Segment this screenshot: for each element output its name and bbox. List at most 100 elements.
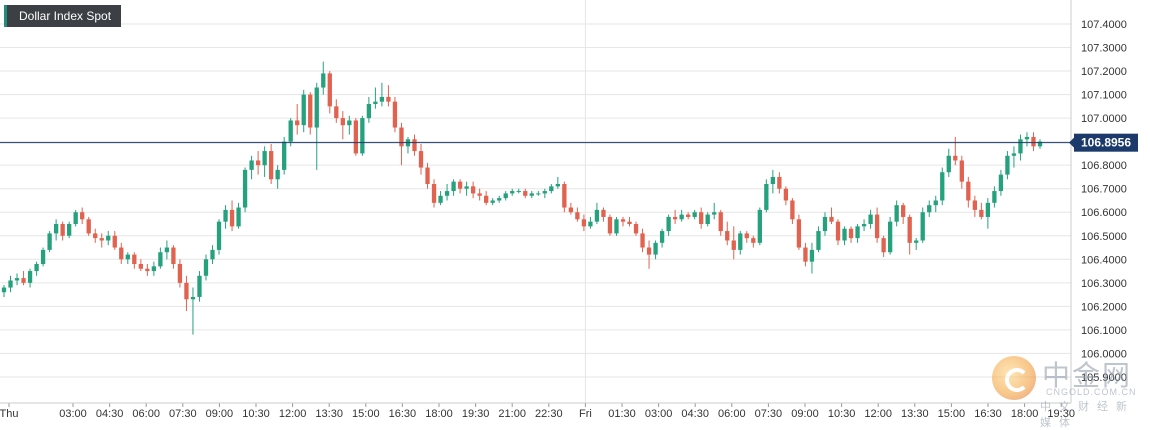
candle-body xyxy=(379,96,385,102)
candle xyxy=(1,285,7,297)
candle-body xyxy=(692,212,697,217)
candle-body xyxy=(920,212,925,241)
candle xyxy=(712,202,717,220)
candle xyxy=(327,71,332,114)
candle xyxy=(718,209,723,236)
candle xyxy=(633,221,639,236)
candle xyxy=(457,179,463,194)
candle xyxy=(940,167,945,206)
candle xyxy=(510,188,515,196)
candle-body xyxy=(21,278,26,283)
candle xyxy=(972,195,977,217)
candle xyxy=(881,235,886,257)
candle-body xyxy=(777,176,782,189)
candle-body xyxy=(242,169,248,208)
candle-body xyxy=(151,266,157,272)
candle-body xyxy=(99,238,104,241)
candle xyxy=(627,216,632,227)
candle xyxy=(470,181,476,199)
candle xyxy=(907,214,912,255)
x-tick-label: 18:00 xyxy=(425,408,453,420)
candle-body xyxy=(229,209,235,227)
candle xyxy=(223,205,228,229)
candle-body xyxy=(138,264,143,269)
candle-body xyxy=(1024,136,1030,140)
candle xyxy=(308,92,313,135)
candle xyxy=(171,245,176,269)
candle xyxy=(67,221,72,239)
candle xyxy=(249,155,254,180)
candle-body xyxy=(594,209,600,222)
candle xyxy=(47,231,52,253)
x-tick-label: 15:00 xyxy=(938,408,966,420)
candle-body xyxy=(933,200,938,206)
candle-body xyxy=(14,278,20,281)
y-tick-label: 105.9000 xyxy=(1081,372,1127,384)
candle xyxy=(829,207,834,225)
x-tick-label: 15:00 xyxy=(352,408,380,420)
candle-body xyxy=(1031,136,1036,147)
candle xyxy=(686,212,691,220)
candle xyxy=(145,264,150,276)
candle xyxy=(282,136,287,175)
candle xyxy=(197,271,202,302)
candle xyxy=(549,184,554,194)
x-tick-label: 10:30 xyxy=(242,408,270,420)
candle xyxy=(340,111,345,140)
candle-body xyxy=(53,224,59,234)
candle xyxy=(119,242,124,265)
x-tick-label: 04:30 xyxy=(681,408,709,420)
candle xyxy=(53,219,59,241)
candle-body xyxy=(542,191,547,194)
candle-body xyxy=(484,195,489,203)
y-tick-label: 106.0000 xyxy=(1081,348,1127,360)
candle xyxy=(275,165,280,189)
x-tick-label: 06:00 xyxy=(132,408,160,420)
candle xyxy=(288,118,293,147)
y-tick-label: 106.6000 xyxy=(1081,207,1127,219)
candle-body xyxy=(588,221,593,227)
candle-body xyxy=(536,193,541,195)
candle-body xyxy=(568,207,574,213)
candle xyxy=(1005,151,1010,180)
candle xyxy=(73,209,78,227)
candle xyxy=(562,181,567,213)
candle-body xyxy=(334,106,339,119)
candle xyxy=(620,216,626,227)
candle xyxy=(210,245,215,265)
candle xyxy=(985,198,991,229)
candle-body xyxy=(1005,155,1010,175)
candle xyxy=(927,200,932,217)
candle-body xyxy=(490,200,495,203)
y-tick-label: 106.8000 xyxy=(1081,160,1127,172)
candle xyxy=(360,115,365,156)
candle xyxy=(60,221,65,241)
candle-body xyxy=(627,221,632,225)
candle-body xyxy=(197,275,202,297)
candle-body xyxy=(268,151,274,180)
x-tick-label: 12:00 xyxy=(864,408,892,420)
candle-body xyxy=(158,252,163,267)
candle-body xyxy=(718,212,723,232)
candle xyxy=(692,209,697,220)
candle xyxy=(979,202,984,220)
candle-body xyxy=(672,216,678,220)
candle-body xyxy=(803,247,808,262)
candle-body xyxy=(275,169,280,180)
candle xyxy=(803,242,808,267)
x-tick-label: 19:30 xyxy=(1047,408,1075,420)
candle xyxy=(216,219,222,255)
candle-body xyxy=(581,219,587,227)
candle-body xyxy=(516,191,521,193)
candle xyxy=(777,172,782,194)
candle-body xyxy=(119,247,124,260)
candle xyxy=(484,191,489,206)
candle-body xyxy=(373,101,378,105)
candle-body xyxy=(699,212,704,225)
candle xyxy=(887,216,893,255)
candle-body xyxy=(112,235,117,248)
candle xyxy=(894,200,899,227)
y-tick-label: 106.2000 xyxy=(1081,301,1127,313)
candle xyxy=(93,228,98,243)
